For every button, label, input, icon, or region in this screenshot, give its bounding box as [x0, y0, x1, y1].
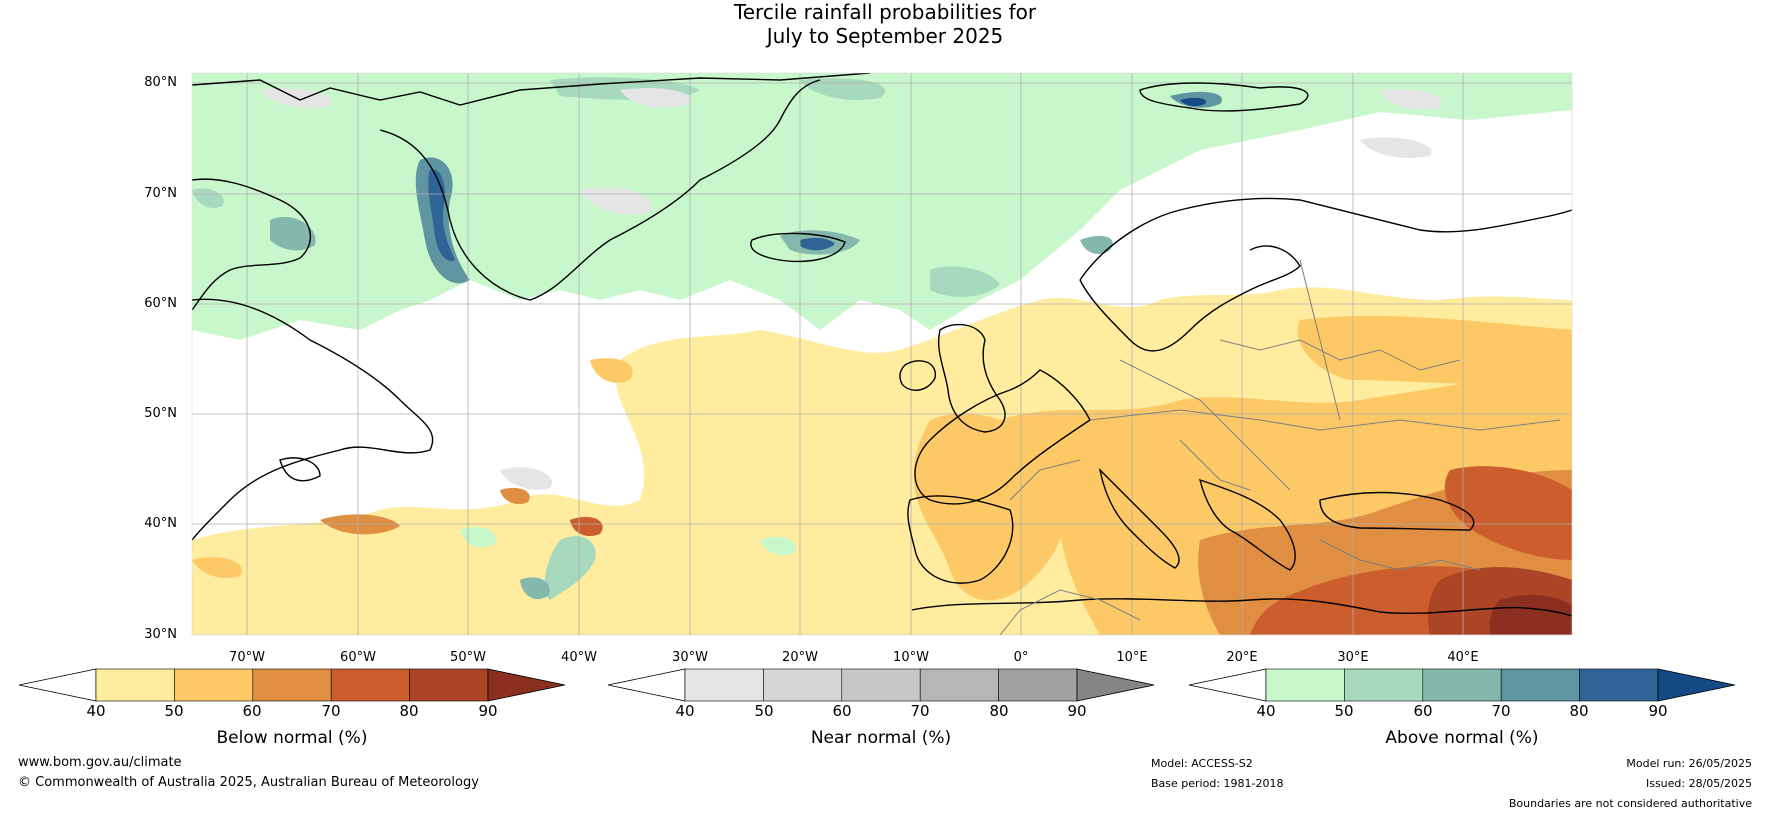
colorbar-below-bin-4	[409, 668, 489, 702]
colorbar-above-extend-low	[1188, 668, 1267, 702]
footer-copyright: © Commonwealth of Australia 2025, Austra…	[18, 775, 479, 790]
lon-label-20e: 20°E	[1226, 650, 1258, 665]
colorbar-above-bin-1	[1344, 668, 1424, 702]
below-tick-70: 70	[321, 702, 341, 720]
colorbar-near-extend-high	[1076, 668, 1155, 702]
ireland-coast	[899, 360, 936, 391]
lat-label-60n: 60°N	[144, 296, 177, 311]
colorbar-near-label: Near normal (%)	[810, 728, 952, 748]
colorbars	[18, 668, 1736, 702]
lon-label-20w: 20°W	[782, 650, 818, 665]
colorbar-below-extend-low	[18, 668, 97, 702]
above-tick-90: 90	[1648, 702, 1668, 720]
lat-label-40n: 40°N	[144, 516, 177, 531]
below-tick-80: 80	[399, 702, 419, 720]
lon-label-0: 0°	[1013, 650, 1029, 665]
footer-model-run: Model run: 26/05/2025	[1626, 757, 1752, 770]
balkans-coast	[1199, 478, 1296, 571]
below-tick-40: 40	[86, 702, 106, 720]
scandinavia-south-coast	[1079, 245, 1301, 352]
map-title: Tercile rainfall probabilities for July …	[0, 0, 1770, 48]
colorbar-near-extend-low	[607, 668, 686, 702]
colorbar-near-bin-2	[841, 668, 921, 702]
map-plot-area	[192, 73, 1572, 635]
above-tick-80: 80	[1569, 702, 1589, 720]
coastlines	[192, 73, 1572, 617]
near-tick-90: 90	[1067, 702, 1087, 720]
newfoundland-coast	[279, 457, 321, 482]
colorbar-below-bin-1	[174, 668, 254, 702]
lon-label-10w: 10°W	[893, 650, 929, 665]
lon-label-30w: 30°W	[672, 650, 708, 665]
iceland-coast	[750, 232, 846, 263]
lon-label-60w: 60°W	[340, 650, 376, 665]
black-sea-coast	[1319, 491, 1475, 531]
above-tick-70: 70	[1491, 702, 1511, 720]
title-line-2: July to September 2025	[766, 24, 1004, 48]
colorbar-below-label: Below normal (%)	[216, 728, 368, 748]
great-britain-coast	[938, 323, 1006, 433]
colorbar-below-bin-0	[95, 668, 175, 702]
arctic-coast	[192, 73, 871, 106]
below-tick-60: 60	[242, 702, 262, 720]
lon-label-40e: 40°E	[1447, 650, 1479, 665]
footer-disclaimer: Boundaries are not considered authoritat…	[1508, 797, 1752, 810]
colorbar-near-bin-3	[919, 668, 999, 702]
colorbar-below-extend-high	[487, 668, 566, 702]
footer-website: www.bom.gov.au/climate	[18, 755, 182, 770]
lon-label-30e: 30°E	[1337, 650, 1369, 665]
france-coast	[914, 369, 1091, 505]
italy-coast	[1098, 467, 1180, 569]
colorbar-near-bin-4	[998, 668, 1078, 702]
footer-base-period: Base period: 1981-2018	[1151, 777, 1284, 790]
below-tick-50: 50	[164, 702, 184, 720]
lon-label-70w: 70°W	[229, 650, 265, 665]
lat-label-70n: 70°N	[144, 186, 177, 201]
lon-label-10e: 10°E	[1116, 650, 1148, 665]
colorbar-above-extend-high	[1657, 668, 1736, 702]
near-tick-50: 50	[754, 702, 774, 720]
lon-label-40w: 40°W	[561, 650, 597, 665]
svalbard-coast	[1139, 82, 1309, 112]
map-gridlines	[192, 73, 1572, 635]
country-borders	[999, 259, 1561, 635]
title-line-1: Tercile rainfall probabilities for	[733, 0, 1037, 24]
colorbar-above-bin-2	[1422, 668, 1502, 702]
above-tick-40: 40	[1256, 702, 1276, 720]
lat-label-30n: 30°N	[144, 627, 177, 642]
lat-label-80n: 80°N	[144, 75, 177, 90]
baffin-coast	[192, 178, 311, 311]
greenland-coast	[379, 79, 821, 301]
scandinavia-north-coast	[1079, 197, 1572, 281]
map-frame	[191, 72, 1573, 636]
above-tick-60: 60	[1413, 702, 1433, 720]
below-tick-90: 90	[478, 702, 498, 720]
colorbar-near-bin-0	[684, 668, 764, 702]
below-normal-shading	[192, 287, 1572, 635]
labrador-coast	[192, 298, 434, 541]
near-tick-70: 70	[910, 702, 930, 720]
footer-issued: Issued: 28/05/2025	[1645, 777, 1752, 790]
colorbar-above-bin-3	[1500, 668, 1580, 702]
near-tick-80: 80	[989, 702, 1009, 720]
colorbar-above-bin-0	[1265, 668, 1345, 702]
lon-label-50w: 50°W	[450, 650, 486, 665]
footer-model: Model: ACCESS-S2	[1151, 757, 1253, 770]
near-tick-40: 40	[675, 702, 695, 720]
above-tick-50: 50	[1334, 702, 1354, 720]
lat-label-50n: 50°N	[144, 406, 177, 421]
north-africa-coast	[911, 598, 1572, 617]
colorbar-above-label: Above normal (%)	[1385, 728, 1539, 748]
near-tick-60: 60	[832, 702, 852, 720]
colorbar-below-bin-3	[330, 668, 410, 702]
above-normal-patches-south	[460, 526, 796, 600]
colorbar-near-bin-1	[763, 668, 843, 702]
iberia-coast	[907, 495, 1014, 584]
colorbar-above-bin-4	[1579, 668, 1659, 702]
colorbar-below-bin-2	[252, 668, 332, 702]
